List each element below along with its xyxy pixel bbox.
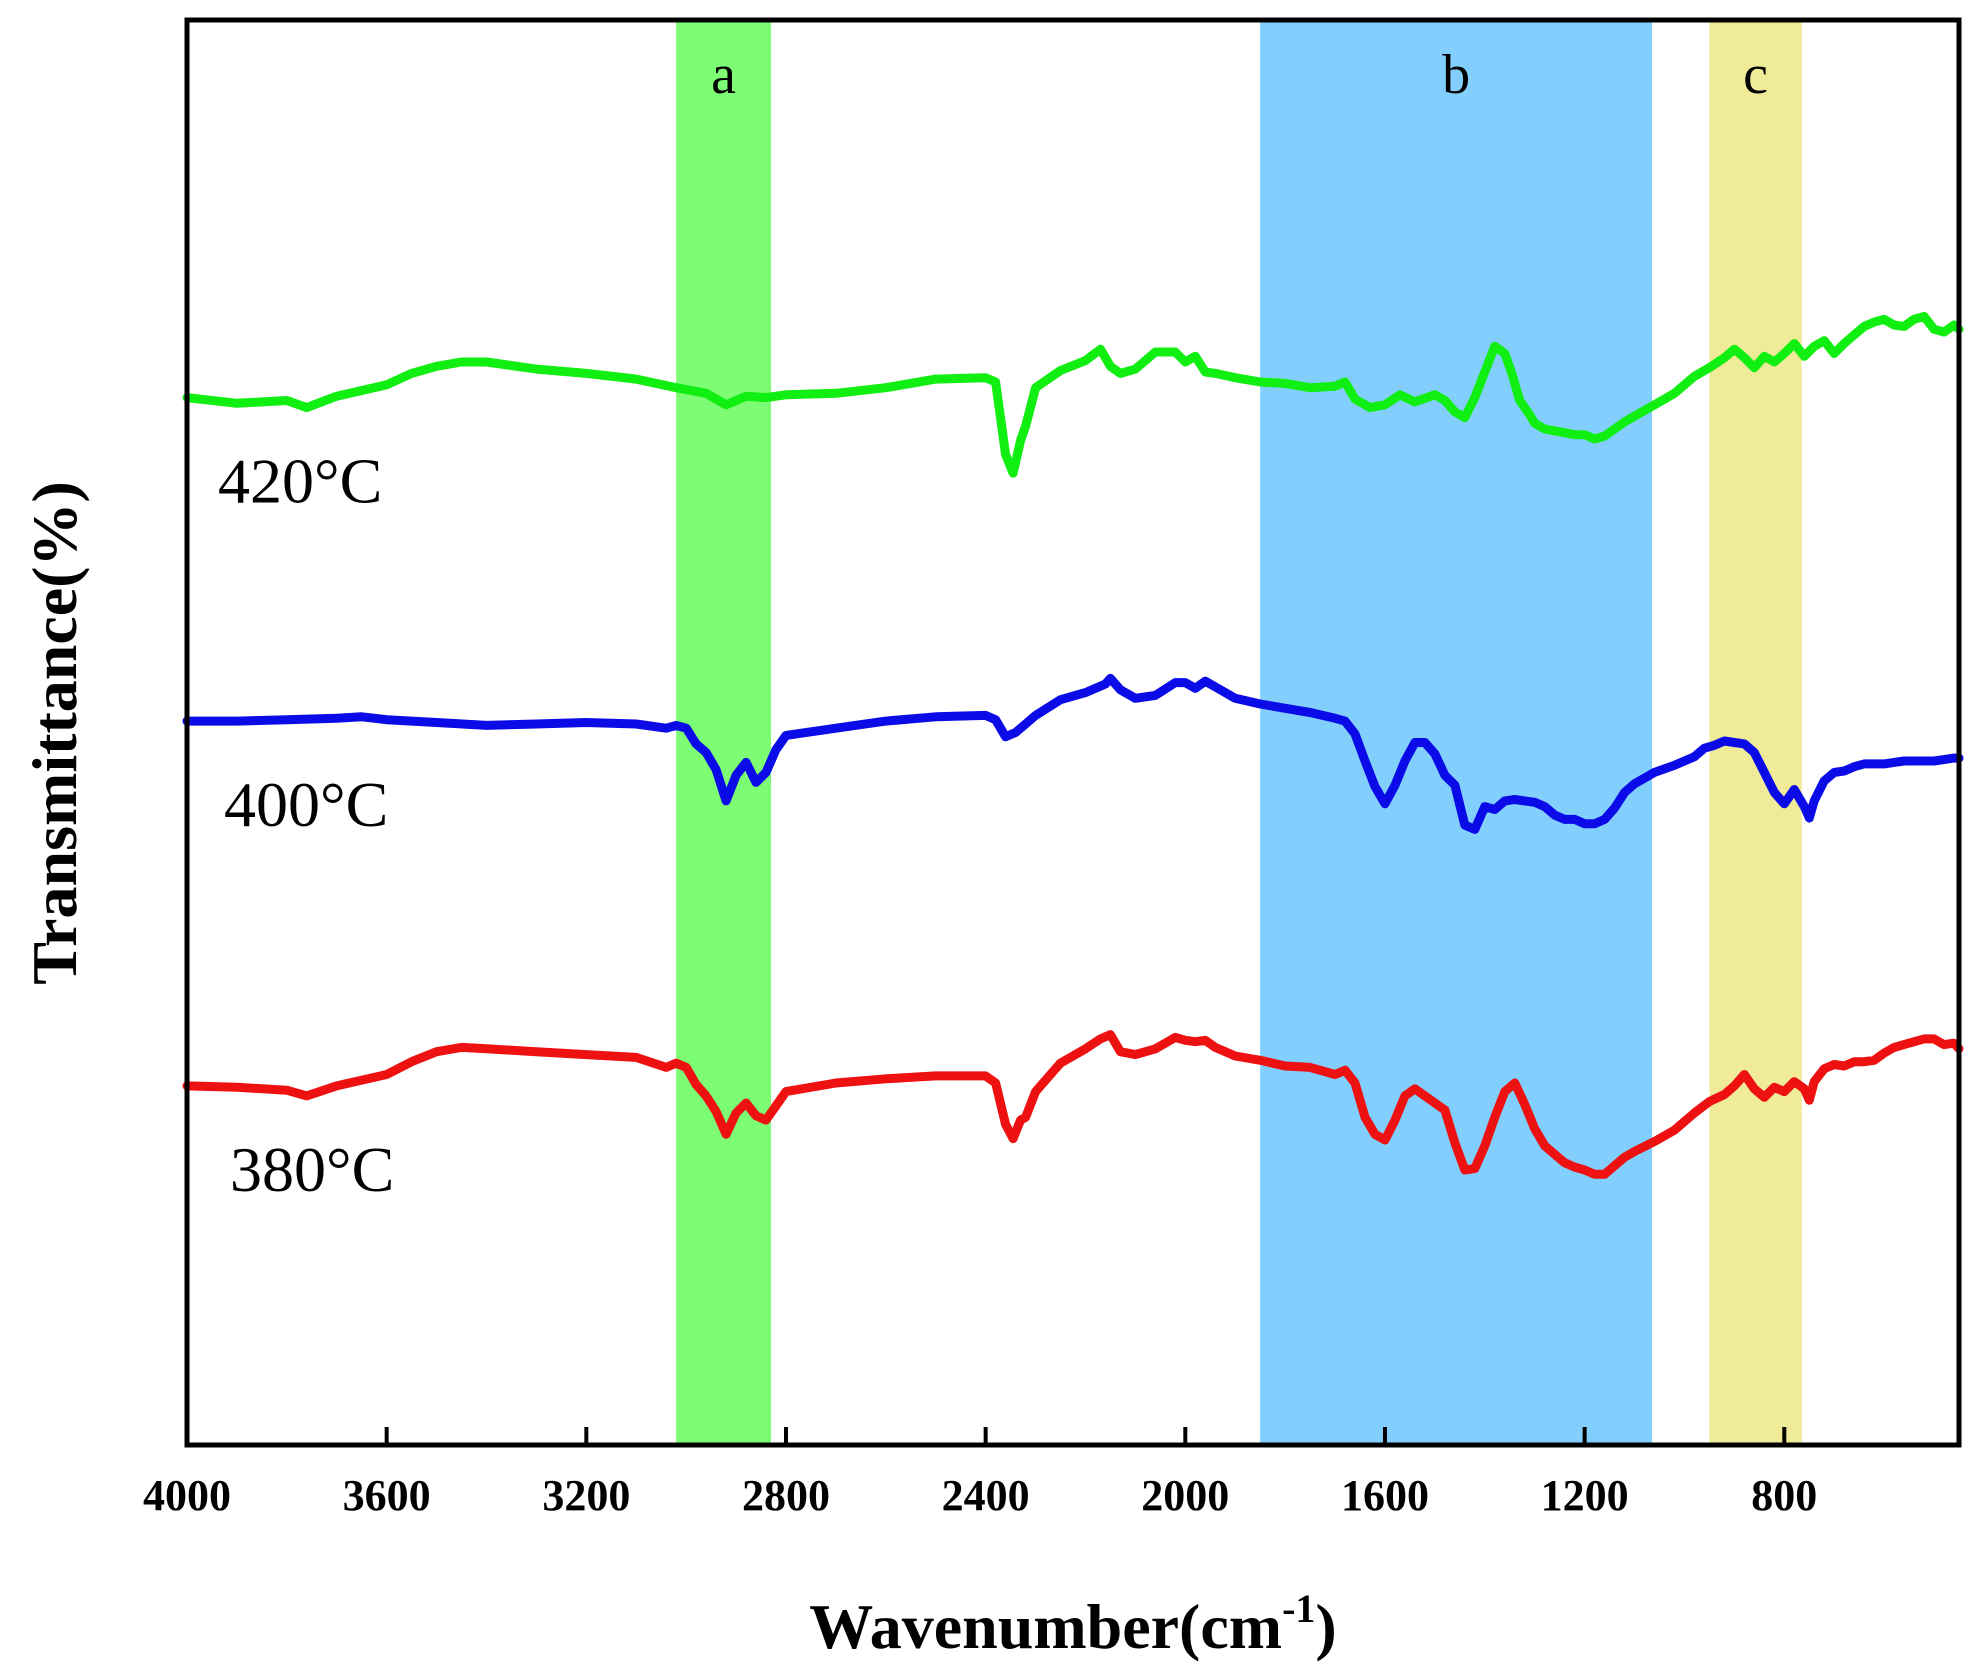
plot-frame bbox=[184, 17, 1962, 1448]
x-tick-label-4000: 4000 bbox=[143, 1471, 231, 1520]
series-label-2: 380°C bbox=[230, 1134, 394, 1205]
x-axis-title-main: Wavenumber(cm bbox=[809, 1591, 1282, 1662]
series-label-1: 400°C bbox=[224, 769, 388, 840]
series-line-0 bbox=[182, 311, 1964, 478]
band-c bbox=[1709, 20, 1802, 1445]
y-axis-title: Transmittance(%) bbox=[19, 481, 90, 985]
series-label-0: 420°C bbox=[218, 446, 382, 517]
x-tick-label-3200: 3200 bbox=[542, 1471, 630, 1520]
bands-layer bbox=[676, 20, 1802, 1445]
x-tick-label-3600: 3600 bbox=[343, 1471, 431, 1520]
x-tick-label-1200: 1200 bbox=[1541, 1471, 1629, 1520]
x-tick-label-2400: 2400 bbox=[942, 1471, 1030, 1520]
x-axis-title-suffix: ) bbox=[1315, 1591, 1336, 1662]
x-tick-label-2000: 2000 bbox=[1141, 1471, 1229, 1520]
band-label-a: a bbox=[711, 44, 736, 106]
x-tick-label-2800: 2800 bbox=[742, 1471, 830, 1520]
x-axis-title-superscript: -1 bbox=[1282, 1586, 1315, 1631]
traces-layer bbox=[182, 311, 1964, 1179]
x-tick-label-800: 800 bbox=[1751, 1471, 1817, 1520]
series-line-1 bbox=[182, 673, 1964, 834]
x-axis-ticks: 4000 3600 3200 2800 2400 2000 1600 1200 800 bbox=[143, 1427, 1817, 1520]
band-label-b: b bbox=[1442, 44, 1470, 106]
band-label-c: c bbox=[1743, 44, 1768, 106]
band-labels: a b c bbox=[711, 44, 1768, 106]
x-axis-title: Wavenumber(cm-1) bbox=[809, 1586, 1336, 1662]
x-tick-label-1600: 1600 bbox=[1341, 1471, 1429, 1520]
band-b bbox=[1260, 20, 1653, 1445]
series-line-2 bbox=[182, 1030, 1964, 1179]
series-labels: 420°C 400°C 380°C bbox=[218, 446, 394, 1205]
